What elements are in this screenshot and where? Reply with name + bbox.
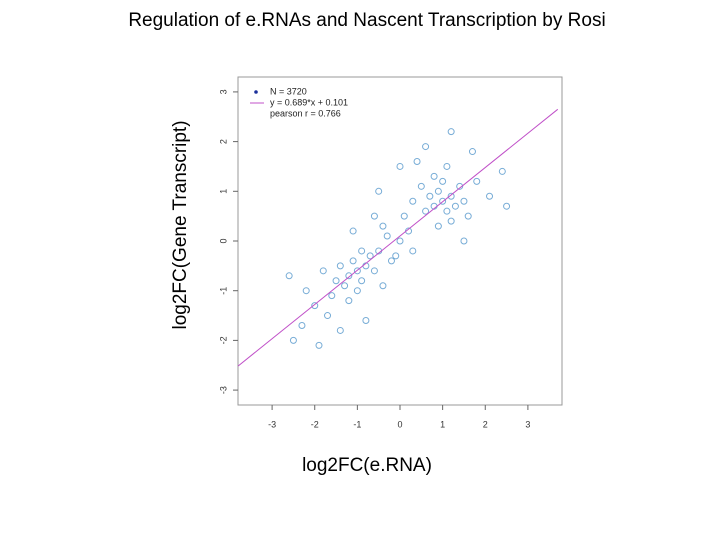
legend-label: pearson r = 0.766 bbox=[270, 108, 341, 118]
point bbox=[315, 341, 323, 349]
point bbox=[396, 162, 404, 170]
y-tick-label: 2 bbox=[218, 139, 228, 144]
point bbox=[503, 202, 511, 210]
point bbox=[345, 272, 353, 280]
y-tick-label: -2 bbox=[218, 336, 228, 344]
point bbox=[498, 167, 506, 175]
point bbox=[302, 287, 310, 295]
point bbox=[439, 177, 447, 185]
point bbox=[324, 312, 332, 320]
y-tick-label: 3 bbox=[218, 89, 228, 94]
point bbox=[362, 317, 370, 325]
point bbox=[468, 148, 476, 156]
legend-label: N = 3720 bbox=[270, 86, 307, 96]
point bbox=[379, 222, 387, 230]
point bbox=[370, 267, 378, 275]
point bbox=[285, 272, 293, 280]
x-tick-label: -1 bbox=[353, 419, 361, 429]
x-tick-label: 1 bbox=[440, 419, 445, 429]
y-axis-label: log2FC(Gene Transcript) bbox=[170, 120, 191, 329]
point bbox=[396, 237, 404, 245]
point bbox=[358, 277, 366, 285]
y-tick-label: 0 bbox=[218, 238, 228, 243]
point bbox=[417, 182, 425, 190]
point bbox=[426, 192, 434, 200]
point bbox=[443, 162, 451, 170]
point bbox=[370, 212, 378, 220]
x-axis-label: log2FC(e.RNA) bbox=[302, 455, 432, 476]
point bbox=[434, 187, 442, 195]
point bbox=[451, 202, 459, 210]
point bbox=[443, 207, 451, 215]
point bbox=[473, 177, 481, 185]
point bbox=[456, 182, 464, 190]
x-tick-label: -2 bbox=[311, 419, 319, 429]
point bbox=[349, 257, 357, 265]
point bbox=[349, 227, 357, 235]
point bbox=[400, 212, 408, 220]
point bbox=[353, 287, 361, 295]
point bbox=[379, 282, 387, 290]
point bbox=[358, 247, 366, 255]
y-tick-label: -1 bbox=[218, 287, 228, 295]
point bbox=[447, 217, 455, 225]
slide-title: Regulation of e.RNAs and Nascent Transcr… bbox=[128, 10, 605, 31]
x-tick-label: -3 bbox=[268, 419, 276, 429]
point bbox=[422, 143, 430, 151]
point bbox=[353, 267, 361, 275]
y-tick-label: -3 bbox=[218, 386, 228, 394]
point bbox=[366, 252, 374, 260]
point bbox=[464, 212, 472, 220]
point bbox=[383, 232, 391, 240]
point bbox=[430, 172, 438, 180]
point bbox=[328, 292, 336, 300]
legend-marker bbox=[254, 90, 258, 94]
point bbox=[434, 222, 442, 230]
x-tick-label: 0 bbox=[397, 419, 402, 429]
point bbox=[345, 297, 353, 305]
x-tick-label: 3 bbox=[525, 419, 530, 429]
point bbox=[336, 326, 344, 334]
point bbox=[486, 192, 494, 200]
point bbox=[341, 282, 349, 290]
legend-label: y = 0.689*x + 0.101 bbox=[270, 97, 348, 107]
plot-frame bbox=[237, 76, 563, 406]
point bbox=[319, 267, 327, 275]
point bbox=[409, 197, 417, 205]
point bbox=[311, 302, 319, 310]
point bbox=[409, 247, 417, 255]
point bbox=[413, 157, 421, 165]
point bbox=[460, 197, 468, 205]
point bbox=[447, 128, 455, 136]
point bbox=[336, 262, 344, 270]
point bbox=[387, 257, 395, 265]
point bbox=[332, 277, 340, 285]
point bbox=[460, 237, 468, 245]
point bbox=[298, 321, 306, 329]
point bbox=[375, 187, 383, 195]
y-tick-label: 1 bbox=[218, 189, 228, 194]
point bbox=[439, 197, 447, 205]
point bbox=[289, 336, 297, 344]
point bbox=[422, 207, 430, 215]
point bbox=[447, 192, 455, 200]
fit-line bbox=[237, 108, 559, 367]
point bbox=[392, 252, 400, 260]
x-tick-label: 2 bbox=[483, 419, 488, 429]
